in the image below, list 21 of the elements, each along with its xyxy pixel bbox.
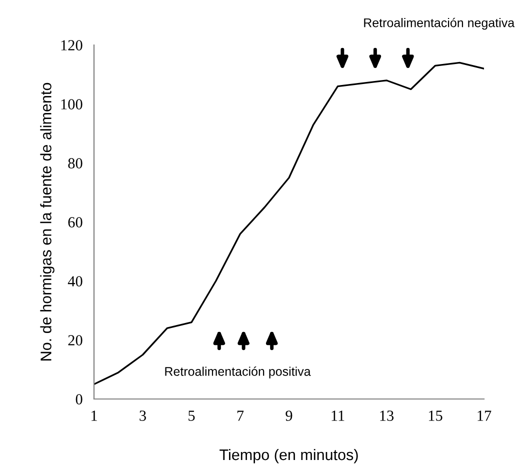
text: Retroalimentación negativa — [364, 18, 515, 30]
line-series — [94, 62, 484, 386]
x-tick-label: 3 — [140, 410, 146, 421]
x-tick-label: 11 — [332, 410, 344, 421]
y-tick-label: 60 — [68, 217, 82, 228]
y-tick-label: 80 — [68, 158, 82, 168]
x-tick-label: 15 — [428, 410, 442, 421]
y-tick-label: 40 — [68, 276, 82, 286]
y-tick-label: 120 — [61, 40, 82, 50]
x-tick-label: 13 — [380, 410, 394, 421]
y-tick-label: 0 — [76, 394, 82, 404]
x-axis-title: Tiempo (en minutos) — [220, 448, 358, 464]
x-tick-label: 9 — [286, 410, 292, 421]
y-tick-label: 100 — [61, 99, 82, 110]
annotation: Retroalimentación positiva — [165, 366, 311, 378]
x-tick-label: 7 — [237, 410, 244, 421]
y-axis-title: No. de hormigas en la fuente de alimento — [40, 82, 54, 360]
x-tick-label: 1 — [92, 410, 97, 421]
x-tick-label: 5 — [188, 410, 195, 421]
x-tick-label: 17 — [478, 410, 492, 421]
y-tick-label: 20 — [68, 335, 82, 346]
